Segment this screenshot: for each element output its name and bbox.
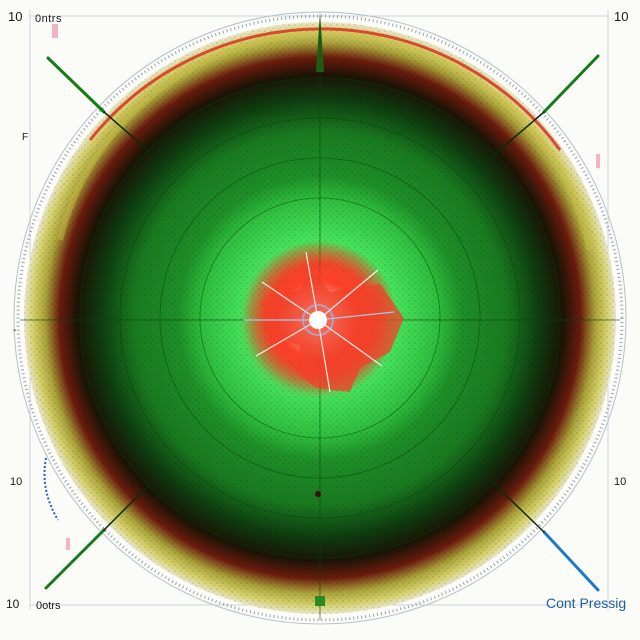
top-right-number: 10 [614, 9, 629, 24]
core-blue-tint [302, 304, 334, 336]
bottom-right-text: Cont Pressig [546, 595, 627, 611]
top-spike [316, 12, 324, 72]
lower-dot [315, 491, 321, 497]
core-red-blob [262, 268, 404, 392]
outer-tick-ring [16, 14, 624, 622]
bottom-right-number: 10 [614, 476, 627, 488]
core-white-center [309, 311, 327, 329]
top-left-number: 10 [8, 9, 23, 24]
bottom-left-number: 10 [10, 476, 23, 488]
diagonal-lines [44, 54, 600, 592]
core-starburst [244, 251, 395, 393]
bottom-marker [315, 596, 325, 606]
left-mid-mark: F [22, 132, 29, 143]
left-edge-mark: - [13, 325, 17, 336]
bottom-left-number-2: 10 [6, 597, 20, 611]
top-left-text: 0ntrs [35, 13, 62, 25]
left-edge-marks [43, 24, 600, 550]
bottom-left-text: 0otrs [36, 600, 61, 612]
outer-red-arc [88, 27, 562, 151]
outer-yellow-arc [57, 31, 593, 251]
